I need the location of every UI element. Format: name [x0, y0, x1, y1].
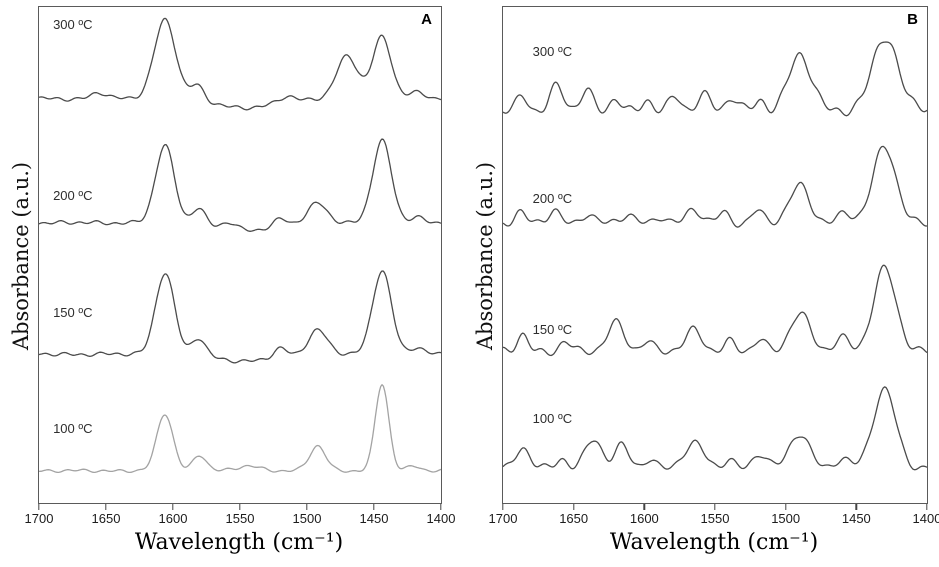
y-axis-b: Absorbance (a.u.): [468, 6, 502, 506]
x-axis-ticks-a: 1700 1650 1600 1550 1500 1450 1400: [25, 504, 455, 528]
plot-area-a: A 300 ºC 200 ºC 150 ºC 100 ºC: [38, 6, 442, 504]
x-tick-mark: [306, 504, 308, 510]
x-tick-mark: [38, 504, 40, 510]
series-label-200-ºC: 200 ºC: [532, 190, 573, 206]
x-tick-label: 1600: [629, 511, 659, 526]
x-tick-mark: [926, 504, 928, 510]
spectrum-curve-100-ºC: [39, 384, 441, 474]
x-tick-label: 1600: [158, 511, 188, 526]
x-tick-mark: [784, 504, 787, 510]
x-axis-ticks-b: 1700 1650 1600 1550 1500 1450 1400: [489, 504, 939, 528]
series-label-150-ºC: 150 ºC: [53, 304, 93, 320]
x-tick-mark: [502, 504, 504, 510]
x-tick-label: 1650: [559, 511, 589, 526]
x-tick-mark: [643, 504, 646, 510]
x-axis-label-a: Wavelength (cm⁻¹): [134, 530, 344, 555]
series-label-200-ºC: 200 ºC: [53, 188, 93, 204]
panel-b: Absorbance (a.u.) B 300 ºC 200 ºC 150 ºC 10…: [468, 6, 939, 555]
spectrum-curve-200-ºC: [503, 145, 927, 228]
y-axis-a: Absorbance (a.u.): [4, 6, 38, 506]
series-label-150-ºC: 150 ºC: [532, 321, 573, 337]
plot-area-b: B 300 ºC 200 ºC 150 ºC 100 ºC: [502, 6, 928, 504]
series-label-300-ºC: 300 ºC: [532, 44, 573, 60]
panel-letter-a: A: [421, 11, 432, 28]
spectrum-curve-150-ºC: [39, 270, 441, 364]
panel-a: Absorbance (a.u.) A 300 ºC 200 ºC 150 ºC 10…: [4, 6, 455, 555]
spectra-svg-a: [39, 17, 441, 474]
x-tick-label: 1450: [841, 511, 871, 526]
x-tick-mark: [373, 504, 375, 510]
ftir-spectra-figure: Absorbance (a.u.) A 300 ºC 200 ºC 150 ºC 10…: [4, 6, 939, 555]
x-tick-label: 1700: [24, 511, 54, 526]
x-tick-mark: [572, 504, 575, 510]
x-axis-label-b: Wavelength (cm⁻¹): [609, 530, 819, 555]
x-tick-label: 1500: [771, 511, 801, 526]
x-tick-label: 1400: [426, 511, 456, 526]
y-axis-label-a: Absorbance (a.u.): [9, 161, 34, 351]
x-tick-mark: [105, 504, 107, 510]
x-tick-label: 1550: [225, 511, 255, 526]
x-tick-label: 1550: [700, 511, 730, 526]
spectrum-curve-150-ºC: [503, 264, 927, 357]
spectrum-curve-200-ºC: [39, 138, 441, 232]
x-tick-label: 1700: [488, 511, 518, 526]
series-label-300-ºC: 300 ºC: [53, 16, 93, 32]
x-tick-label: 1450: [359, 511, 389, 526]
x-tick-label: 1400: [912, 511, 939, 526]
spectra-svg-b: [503, 41, 927, 471]
panel-letter-b: B: [907, 11, 918, 28]
spectrum-curve-300-ºC: [39, 17, 441, 111]
x-tick-mark: [239, 504, 241, 510]
x-tick-label: 1650: [91, 511, 121, 526]
x-tick-mark: [172, 504, 174, 510]
x-tick-mark: [855, 504, 858, 510]
x-tick-mark: [440, 504, 442, 510]
y-axis-label-b: Absorbance (a.u.): [473, 161, 498, 351]
x-tick-mark: [714, 504, 716, 510]
series-label-100-ºC: 100 ºC: [532, 411, 573, 427]
series-label-100-ºC: 100 ºC: [53, 421, 93, 437]
spectrum-curve-300-ºC: [503, 41, 927, 117]
spectrum-curve-100-ºC: [503, 386, 927, 471]
x-tick-label: 1500: [292, 511, 322, 526]
